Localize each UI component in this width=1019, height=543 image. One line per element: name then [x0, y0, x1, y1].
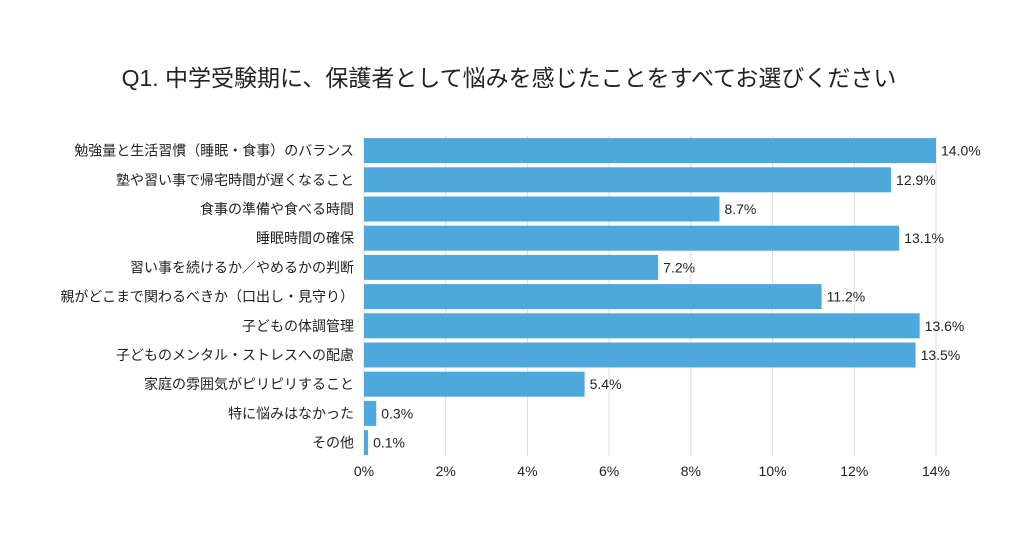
bar [364, 430, 369, 456]
x-tick-label: 14% [922, 463, 950, 479]
bar [364, 313, 920, 339]
category-label: 親がどこまで関わるべきか（口出し・見守り） [60, 289, 354, 305]
chart-title: Q1. 中学受験期に、保護者として悩みを感じたことをすべてお選びください [122, 65, 897, 91]
category-label: 勉強量と生活習慣（睡眠・食事）のバランス [74, 143, 354, 159]
x-tick-label: 0% [354, 463, 374, 479]
x-tick-label: 4% [517, 463, 537, 479]
x-tick-label: 10% [759, 463, 787, 479]
value-label: 8.7% [724, 201, 756, 217]
value-label: 13.1% [904, 230, 944, 246]
bar [364, 225, 900, 251]
bar [364, 284, 822, 310]
value-label: 13.6% [925, 318, 965, 334]
category-labels: 勉強量と生活習慣（睡眠・食事）のバランス塾や習い事で帰宅時間が遅くなること食事の… [60, 143, 354, 451]
category-label: 子どもの体調管理 [242, 318, 354, 334]
category-label: 睡眠時間の確保 [256, 230, 354, 246]
value-label: 5.4% [590, 376, 622, 392]
value-label: 12.9% [896, 172, 936, 188]
value-label: 14.0% [941, 143, 981, 159]
bar [364, 196, 720, 222]
bar [364, 400, 377, 426]
x-tick-label: 12% [840, 463, 868, 479]
category-label: 特に悩みはなかった [228, 405, 354, 421]
category-label: 家庭の雰囲気がピリピリすること [144, 376, 354, 392]
bar [364, 254, 659, 280]
value-label: 13.5% [921, 347, 961, 363]
category-label: 塾や習い事で帰宅時間が遅くなること [116, 172, 354, 188]
category-label: 子どものメンタル・ストレスへの配慮 [116, 347, 354, 363]
x-tick-label: 6% [599, 463, 619, 479]
value-label: 7.2% [663, 259, 695, 275]
x-axis-ticks: 0% 2% 4% 6% 8% 10% 12% 14% [354, 463, 950, 479]
category-label: その他 [312, 435, 354, 451]
bar [364, 138, 936, 164]
x-tick-label: 2% [436, 463, 456, 479]
value-label: 0.3% [381, 405, 413, 421]
x-tick-label: 8% [681, 463, 701, 479]
bar [364, 342, 916, 368]
category-label: 食事の準備や食べる時間 [200, 201, 354, 217]
value-label: 11.2% [827, 289, 866, 305]
bar [364, 167, 892, 193]
bar [364, 371, 585, 397]
bars: 14.0% 12.9% 8.7% 13.1% 7.2% 11.2% 13.6% 13.5% 5.… [364, 138, 981, 456]
category-label: 習い事を続けるか／やめるかの判断 [130, 259, 354, 275]
value-label: 0.1% [373, 435, 405, 451]
